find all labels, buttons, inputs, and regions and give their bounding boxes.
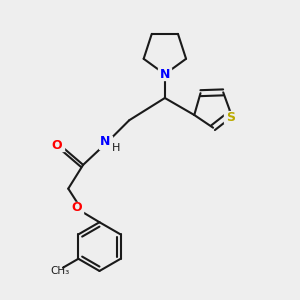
Polygon shape [158,68,171,80]
Polygon shape [224,111,238,123]
Polygon shape [99,136,112,149]
Polygon shape [70,202,83,214]
Text: O: O [71,202,82,214]
Text: CH₃: CH₃ [50,266,70,276]
Text: N: N [100,135,111,148]
Text: O: O [52,139,62,152]
Polygon shape [50,140,64,152]
Text: H: H [112,143,121,153]
Text: S: S [226,111,236,124]
Text: N: N [160,68,170,81]
